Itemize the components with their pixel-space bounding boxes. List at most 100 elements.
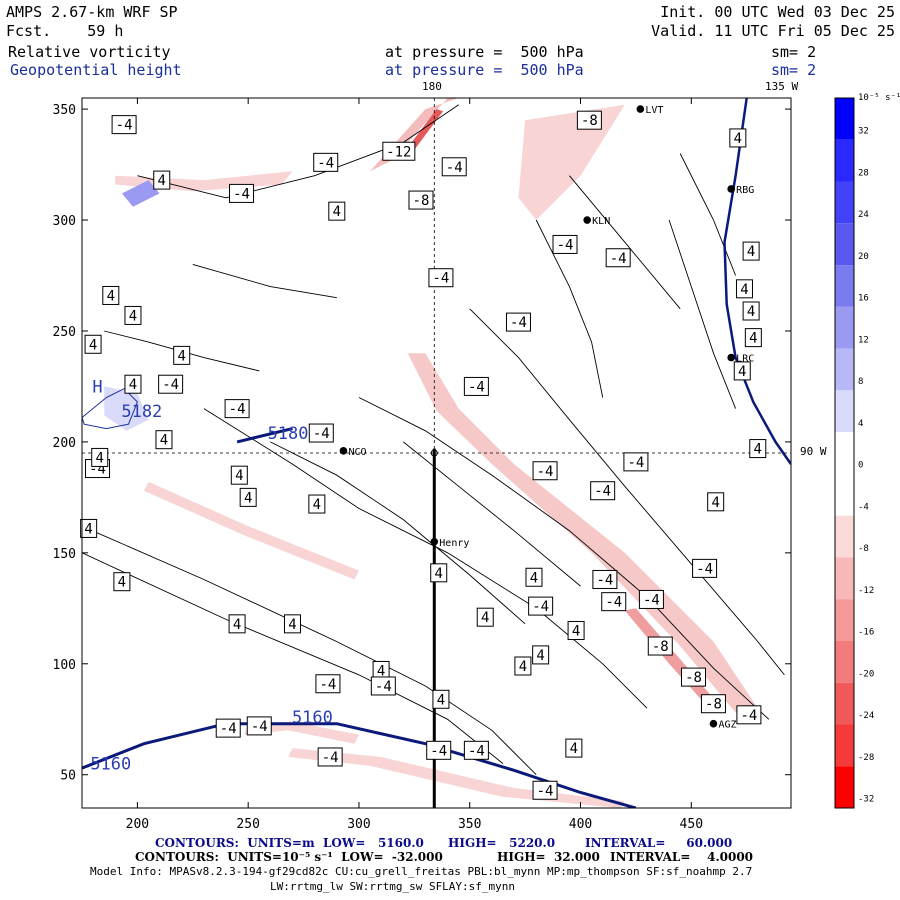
vorticity-contour-1 xyxy=(82,552,504,764)
vort-label-box-7 xyxy=(229,183,255,203)
vort-label-36: -4 xyxy=(594,484,611,500)
colorbar-swatch-13 xyxy=(835,640,854,683)
colorbar-swatch-10 xyxy=(835,515,854,558)
station-label-agz: AGZ xyxy=(718,720,736,731)
colorbar-swatch-14 xyxy=(835,682,854,725)
vort-label-box-63 xyxy=(246,716,272,736)
vort-label-box-64 xyxy=(426,740,452,760)
height-contour-0 xyxy=(82,722,637,808)
vort-label-box-10 xyxy=(552,234,578,254)
vort-label-20: 4 xyxy=(89,337,97,353)
vort-label-box-21 xyxy=(173,345,191,365)
colorbar-swatch-2 xyxy=(835,181,854,224)
colorbar-level-12: -16 xyxy=(858,628,874,638)
colorbar-level-1: 28 xyxy=(858,168,869,178)
lon-label-180: 180 xyxy=(422,80,442,93)
vort-label-2: -4 xyxy=(446,160,463,176)
coastline xyxy=(723,98,791,465)
vort-label-box-53 xyxy=(532,645,550,665)
vort-label-28: -4 xyxy=(313,426,330,442)
vort-label-50: 4 xyxy=(288,617,296,633)
vort-label-48: 4 xyxy=(481,610,489,626)
vorticity-contour-2 xyxy=(203,408,648,709)
colorbar-level-4: 16 xyxy=(858,294,869,304)
vort-label-35: 4 xyxy=(244,490,252,506)
vorticity-contour-12 xyxy=(668,219,737,409)
vort-label-43: -4 xyxy=(596,572,613,588)
colorbar-level-2: 24 xyxy=(858,210,869,220)
footer-vort-contours: CONTOURS: UNITS=10⁻⁵ s⁻¹ LOW= -32.000 xyxy=(135,850,443,864)
vort-label-box-22 xyxy=(733,361,751,381)
y-tick-label-350: 350 xyxy=(53,103,76,118)
vort-label-55: -8 xyxy=(685,670,702,686)
field2-name: Geopotential height xyxy=(10,61,182,79)
vort-label-16: 4 xyxy=(747,304,755,320)
vort-label-15: 4 xyxy=(107,288,115,304)
vort-label-box-4 xyxy=(729,128,747,148)
colorbar-swatch-7 xyxy=(835,390,854,433)
vort-label-box-28 xyxy=(308,423,334,443)
vort-label-box-34 xyxy=(623,452,649,472)
vort-label-box-58 xyxy=(370,676,396,696)
colorbar-swatch-11 xyxy=(835,557,854,600)
valid-time: Valid. 11 UTC Fri 05 Dec 25 xyxy=(651,22,895,40)
vort-label-box-59 xyxy=(700,694,726,714)
vort-label-22: 4 xyxy=(738,364,746,380)
vort-label-13: -4 xyxy=(433,271,450,287)
colorbar-swatch-4 xyxy=(835,265,854,307)
vort-label-box-44 xyxy=(525,567,543,587)
vort-label-25: -4 xyxy=(468,379,485,395)
colorbar-swatch-3 xyxy=(835,223,854,266)
lat-label-90w: 90 W xyxy=(800,445,827,458)
station-dot-nco xyxy=(339,446,348,455)
station-label-lrc: LRC xyxy=(736,354,754,365)
field2-smoothing: sm= 2 xyxy=(771,61,817,79)
footer-height-contours: CONTOURS: UNITS=m LOW= 5160.0 xyxy=(155,836,424,850)
field2-level: at pressure = 500 hPa xyxy=(385,61,584,79)
vort-label-10: -4 xyxy=(557,237,574,253)
vort-label-12: 4 xyxy=(747,244,755,260)
colorbar-swatch-1 xyxy=(835,139,854,182)
vorticity-contour-4 xyxy=(358,397,770,720)
vort-label-11: -4 xyxy=(610,251,627,267)
vort-label-44: 4 xyxy=(530,570,538,586)
vort-label-68: -4 xyxy=(537,783,554,799)
vorticity-contour-7 xyxy=(569,175,681,310)
vort-label-1: -12 xyxy=(386,144,411,160)
field1-level: at pressure = 500 hPa xyxy=(385,43,584,61)
vort-label-53: 4 xyxy=(536,648,544,664)
colorbar-swatch-12 xyxy=(835,599,854,641)
vort-label-box-31 xyxy=(91,447,109,467)
x-tick-label-200: 200 xyxy=(126,817,149,832)
vort-label-47: -4 xyxy=(605,595,622,611)
colorbar-level-3: 20 xyxy=(858,252,869,262)
vort-label-57: 4 xyxy=(377,663,385,679)
high-contour xyxy=(82,388,138,430)
footer-vort-high: HIGH= 32.000 xyxy=(497,850,600,864)
init-time: Init. 00 UTC Wed 03 Dec 25 xyxy=(660,3,895,21)
colorbar-level-10: -8 xyxy=(858,544,869,554)
x-tick-label-250: 250 xyxy=(236,817,259,832)
vort-label-box-35 xyxy=(239,487,257,507)
vort-label-45: -4 xyxy=(532,599,549,615)
vort-label-box-13 xyxy=(428,268,454,288)
vort-label-24: -4 xyxy=(162,377,179,393)
vort-label-4: 4 xyxy=(734,131,742,147)
vort-label-box-23 xyxy=(124,374,142,394)
station-dot-kln xyxy=(583,216,591,224)
vorticity-band-7 xyxy=(104,386,149,431)
vort-label-box-1 xyxy=(382,141,416,161)
vort-label-17: 4 xyxy=(129,308,137,324)
vorticity-band-10 xyxy=(243,721,359,744)
station-label-lvt: LVT xyxy=(645,105,663,116)
vort-label-34: -4 xyxy=(627,455,644,471)
station-label-rbg: RBG xyxy=(736,185,754,196)
colorbar-swatch-0 xyxy=(835,98,854,140)
vort-label-box-8 xyxy=(328,201,346,221)
vort-label-box-14 xyxy=(735,279,753,299)
vort-label-19: 4 xyxy=(749,331,757,347)
vort-label-64: -4 xyxy=(430,743,447,759)
vort-label-box-68 xyxy=(532,780,558,800)
colorbar-level-16: -32 xyxy=(858,795,874,805)
colorbar-swatch-5 xyxy=(835,306,854,349)
